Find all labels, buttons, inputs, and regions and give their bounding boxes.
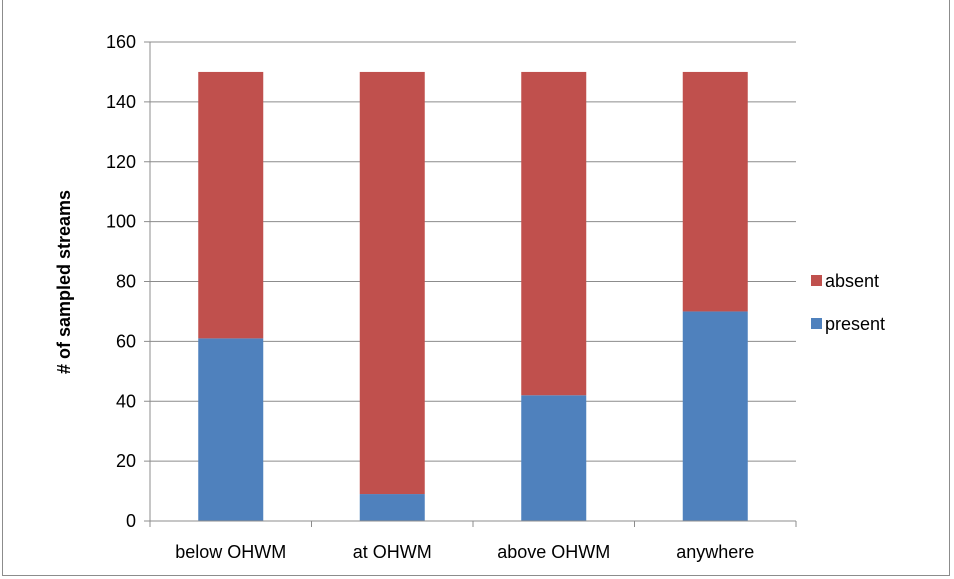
x-tick-label: anywhere: [676, 542, 754, 562]
y-tick-labels: 0 20 40 60 80 100 120 140 160: [106, 32, 136, 531]
x-tick-label: above OHWM: [497, 542, 610, 562]
y-tick-label: 20: [116, 451, 136, 471]
y-tick-label: 160: [106, 32, 136, 52]
x-tick-label: at OHWM: [353, 542, 432, 562]
y-axis-title: # of sampled streams: [54, 190, 74, 374]
legend-swatch-absent: [811, 275, 822, 286]
axes: [149, 42, 797, 527]
y-tick-label: 100: [106, 212, 136, 232]
bar-absent: [521, 71, 587, 396]
x-tick-label: below OHWM: [175, 542, 286, 562]
bar-present: [359, 494, 425, 521]
x-tick-labels: below OHWM at OHWM above OHWM anywhere: [175, 542, 754, 562]
bar-absent: [682, 71, 748, 312]
y-tick-label: 140: [106, 92, 136, 112]
bars: [198, 71, 748, 521]
bar-absent: [359, 71, 425, 495]
y-tick-label: 120: [106, 152, 136, 172]
y-tick-label: 60: [116, 331, 136, 351]
y-tick-label: 0: [126, 511, 136, 531]
y-tick-label: 40: [116, 391, 136, 411]
legend-swatch-present: [811, 318, 822, 329]
legend-label-absent: absent: [825, 271, 879, 291]
bar-present: [682, 311, 748, 521]
y-tick-label: 80: [116, 272, 136, 292]
legend: absent present: [811, 271, 885, 334]
bar-absent: [198, 71, 264, 339]
bar-present: [521, 395, 587, 521]
bar-present: [198, 338, 264, 521]
legend-label-present: present: [825, 314, 885, 334]
